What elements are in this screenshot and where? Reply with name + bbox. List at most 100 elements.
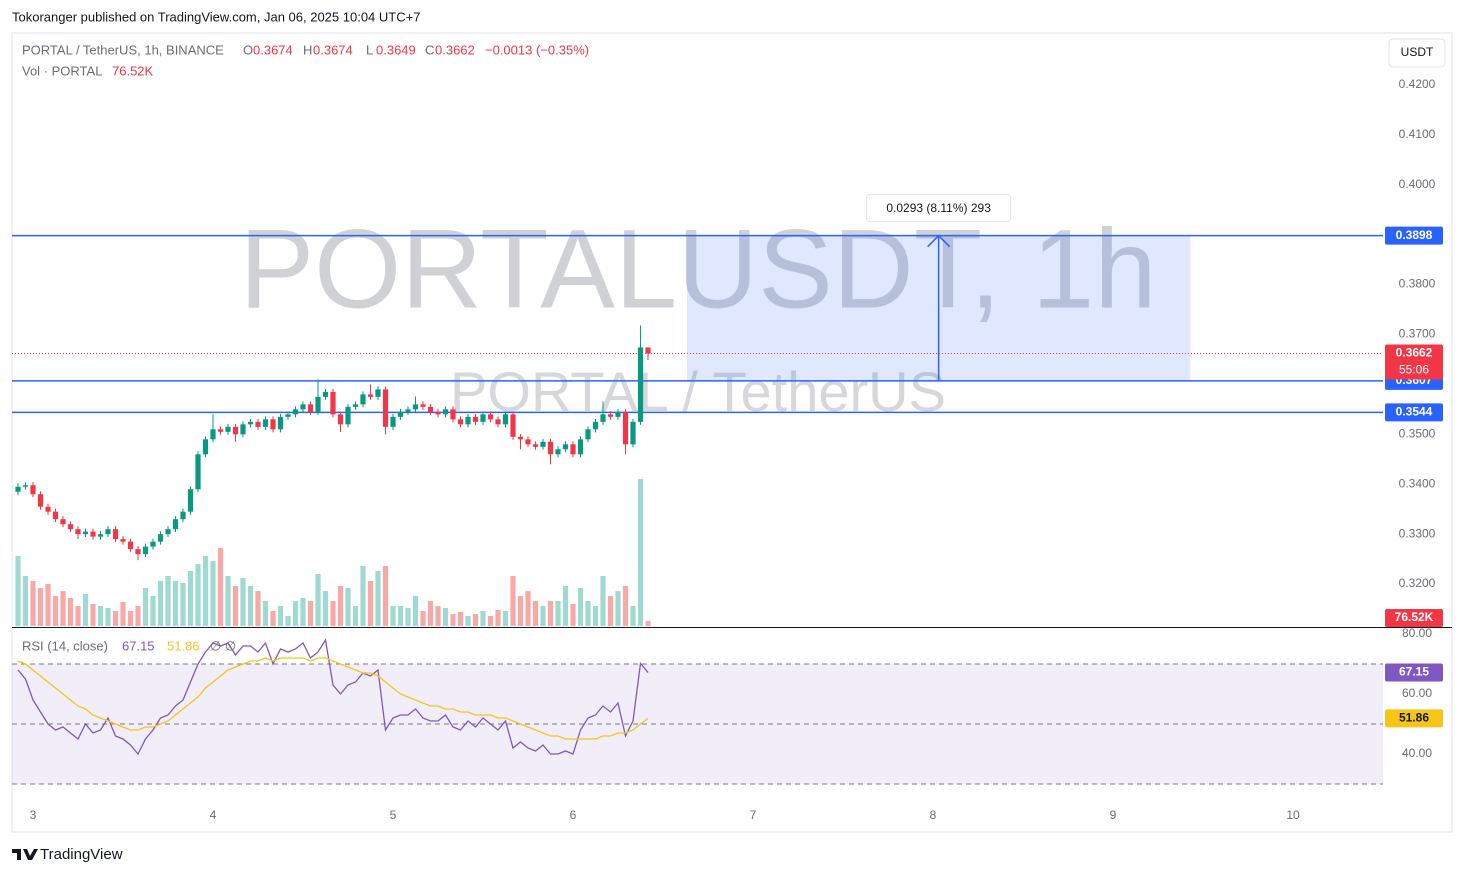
candle-body: [135, 549, 141, 555]
ohlc-value: 0.3674: [253, 42, 293, 57]
candle-body: [442, 409, 449, 415]
volume-bar: [337, 586, 344, 626]
level-label-box: [1385, 403, 1443, 422]
y-tick-label: 0.4000: [1399, 177, 1436, 191]
volume-bar: [397, 606, 404, 626]
volume-bar: [210, 561, 216, 626]
volume-bar: [195, 564, 201, 626]
candle-body: [510, 414, 516, 437]
volume-bar: [525, 591, 531, 626]
candle-body: [180, 511, 186, 520]
volume-bar: [390, 606, 396, 626]
volume-bar: [622, 586, 629, 626]
x-tick-label: 5: [390, 808, 397, 822]
ohlc-letter: H: [303, 42, 312, 57]
candle-body: [480, 414, 486, 422]
candle-body: [600, 414, 606, 422]
volume-bar: [367, 581, 374, 626]
candle-body: [607, 414, 614, 417]
candle-body: [495, 419, 501, 425]
y-tick-label: 0.3700: [1399, 327, 1436, 341]
candle-body: [517, 436, 524, 440]
rsi-title: RSI (14, close): [22, 638, 108, 653]
volume-bar: [442, 608, 449, 626]
volume-bar: [22, 576, 29, 626]
rsi-tick-label: 60.00: [1402, 686, 1432, 700]
volume-title: Vol · PORTAL: [22, 63, 102, 78]
rsi-extra: ∅ ∅: [210, 638, 236, 653]
candle-body: [262, 419, 269, 427]
ohlc-letter: L: [366, 42, 373, 57]
volume-bar: [150, 596, 156, 626]
volume-label-box: [1385, 608, 1443, 627]
candle-body: [82, 531, 89, 535]
chart-title: PORTAL / TetherUS, 1h, BINANCE: [22, 42, 224, 57]
volume-bar: [412, 596, 419, 626]
candle-body: [232, 426, 239, 435]
volume-bar: [135, 606, 141, 626]
volume-bar: [292, 601, 299, 626]
rsi-line: [17, 638, 649, 756]
volume-bar: [405, 608, 411, 626]
candle-body: [450, 409, 456, 420]
ohlc-value: 0.3662: [435, 42, 475, 57]
candle-body: [165, 529, 171, 535]
currency-button[interactable]: [1388, 38, 1446, 68]
candle-body: [622, 411, 629, 445]
volume-bar: [637, 479, 644, 626]
volume-bar: [285, 616, 291, 626]
volume-bar: [540, 606, 546, 626]
volume-bar: [502, 611, 509, 626]
volume-bar: [90, 604, 96, 626]
candle-body: [97, 534, 104, 537]
candle-body: [390, 416, 396, 427]
volume-bar: [217, 548, 224, 626]
candle-body: [570, 444, 576, 455]
x-tick-label: 9: [1110, 808, 1117, 822]
y-tick-label: 0.4200: [1399, 77, 1436, 91]
volume-bar: [487, 616, 494, 626]
rsi-value-label: 67.15: [1399, 665, 1429, 679]
volume-bar: [247, 586, 254, 626]
volume-bar: [15, 556, 21, 626]
candle-body: [352, 404, 359, 407]
ohlc-value: 0.3674: [313, 42, 353, 57]
volume-bar: [105, 608, 111, 626]
volume-bar: [60, 591, 66, 626]
volume-bar: [360, 566, 366, 626]
volume-bar: [270, 611, 276, 626]
volume-bar: [465, 616, 471, 626]
candle-body: [67, 524, 74, 530]
candle-body: [202, 439, 209, 455]
rsi-tick-label: 80.00: [1402, 626, 1432, 640]
currency-label[interactable]: USDT: [1401, 45, 1434, 59]
candle-body: [210, 429, 216, 440]
volume-bar: [180, 583, 186, 626]
candle-body: [240, 424, 246, 435]
candle-body: [337, 414, 344, 425]
volume-bar: [630, 606, 636, 626]
candle-body: [435, 411, 441, 415]
volume-bar: [255, 591, 261, 626]
candle-body: [525, 439, 531, 445]
candle-body: [427, 406, 434, 412]
volume-bar: [187, 571, 194, 626]
volume-bar: [352, 606, 359, 626]
volume-bar: [232, 586, 239, 626]
y-tick-label: 0.3300: [1399, 526, 1436, 540]
ohlc-value: 0.3649: [376, 42, 416, 57]
candle-body: [195, 454, 201, 490]
candle-body: [277, 416, 284, 430]
candle-body: [217, 429, 224, 432]
candle-body: [592, 421, 599, 430]
level-label-box: [1385, 226, 1443, 245]
candle-body: [120, 539, 126, 542]
candle-body: [412, 404, 419, 410]
volume-bar: [120, 602, 126, 626]
volume-bar: [112, 611, 119, 626]
measure-label: 0.0293 (8.11%) 293: [886, 201, 991, 215]
volume-bar: [82, 594, 89, 626]
candle-body: [247, 421, 254, 425]
candle-body: [315, 396, 321, 412]
